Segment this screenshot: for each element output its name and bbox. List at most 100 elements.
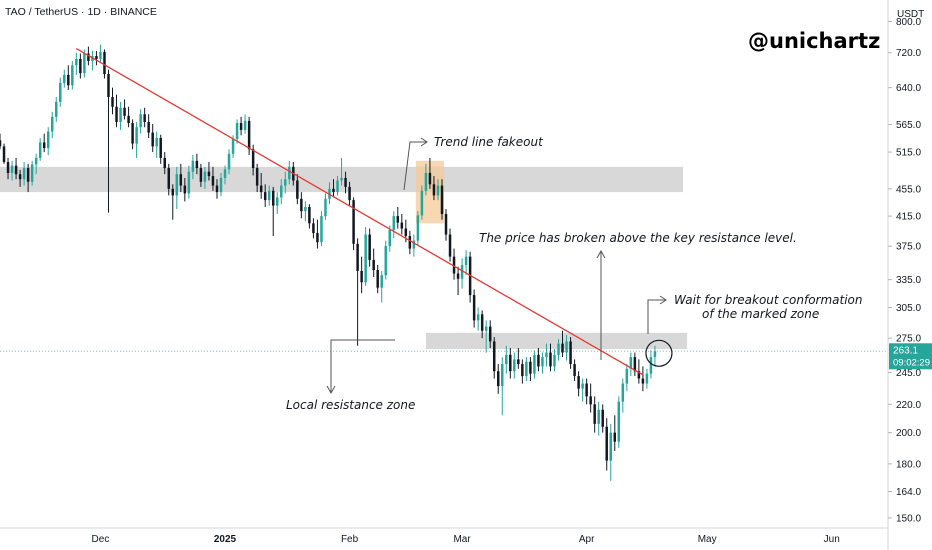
- candle[interactable]: [223, 165, 227, 185]
- candle[interactable]: [464, 250, 468, 276]
- candle[interactable]: [352, 197, 355, 251]
- candle[interactable]: [593, 396, 596, 433]
- candle[interactable]: [557, 339, 560, 361]
- candle[interactable]: [484, 320, 488, 353]
- candle[interactable]: [521, 359, 524, 384]
- candle[interactable]: [159, 134, 162, 164]
- candle[interactable]: [633, 352, 637, 377]
- candle[interactable]: [372, 248, 375, 277]
- candle[interactable]: [384, 240, 387, 280]
- candle[interactable]: [2, 143, 6, 164]
- candle[interactable]: [637, 359, 641, 384]
- candle[interactable]: [553, 349, 556, 372]
- candle[interactable]: [139, 109, 142, 134]
- candle[interactable]: [14, 157, 18, 180]
- symbol-header[interactable]: TAO / TetherUS · 1D · BINANCE: [5, 6, 157, 18]
- candle[interactable]: [71, 61, 74, 90]
- candle[interactable]: [175, 166, 179, 210]
- candle[interactable]: [34, 153, 38, 175]
- candle[interactable]: [103, 49, 106, 79]
- candle[interactable]: [336, 176, 339, 196]
- candle[interactable]: [436, 179, 440, 201]
- candle[interactable]: [412, 234, 416, 257]
- candle[interactable]: [356, 238, 359, 346]
- candle[interactable]: [416, 211, 420, 246]
- candle[interactable]: [360, 256, 363, 294]
- candle[interactable]: [46, 127, 50, 155]
- candle[interactable]: [456, 266, 460, 296]
- candle[interactable]: [243, 114, 247, 134]
- candle[interactable]: [625, 364, 629, 392]
- candle[interactable]: [609, 423, 612, 481]
- candle[interactable]: [392, 211, 396, 239]
- candle[interactable]: [67, 65, 70, 90]
- candle[interactable]: [629, 352, 633, 377]
- candle[interactable]: [617, 396, 621, 448]
- candle[interactable]: [324, 193, 327, 220]
- candle[interactable]: [199, 163, 203, 187]
- price-axis-ticks[interactable]: 800.0 720.0 640.0 565.0 515.0 455.0 415.0 375.0…: [888, 17, 921, 524]
- candle[interactable]: [537, 348, 540, 372]
- candle[interactable]: [42, 133, 46, 153]
- candle[interactable]: [388, 225, 392, 252]
- candle[interactable]: [151, 124, 154, 153]
- candle[interactable]: [127, 106, 130, 128]
- candle[interactable]: [569, 337, 572, 369]
- candle[interactable]: [480, 310, 484, 339]
- candle[interactable]: [368, 228, 371, 267]
- candle[interactable]: [304, 201, 307, 222]
- candle[interactable]: [83, 49, 86, 78]
- candle[interactable]: [167, 163, 171, 196]
- candle[interactable]: [255, 163, 259, 193]
- candle[interactable]: [332, 179, 335, 198]
- candle[interactable]: [645, 368, 649, 389]
- time-axis-ticks[interactable]: Dec 2025 Feb Mar Apr May Jun: [92, 534, 840, 545]
- candle[interactable]: [492, 337, 496, 379]
- candle[interactable]: [396, 206, 400, 229]
- candle[interactable]: [472, 289, 476, 328]
- candle[interactable]: [565, 334, 568, 361]
- candle[interactable]: [496, 364, 500, 394]
- candle[interactable]: [549, 343, 552, 372]
- candle[interactable]: [452, 248, 456, 280]
- candle[interactable]: [123, 99, 126, 120]
- trend-line[interactable]: [76, 48, 644, 376]
- candle[interactable]: [541, 352, 544, 374]
- candle[interactable]: [203, 166, 207, 189]
- candle[interactable]: [364, 227, 367, 286]
- candle[interactable]: [408, 230, 412, 255]
- candle[interactable]: [131, 119, 134, 150]
- candle[interactable]: [10, 160, 14, 181]
- candle[interactable]: [613, 415, 617, 451]
- candle[interactable]: [621, 378, 625, 413]
- candle[interactable]: [263, 184, 267, 207]
- candle[interactable]: [288, 160, 291, 185]
- candle[interactable]: [55, 97, 58, 122]
- candle[interactable]: [211, 166, 215, 191]
- candle[interactable]: [75, 52, 78, 75]
- candle[interactable]: [179, 163, 183, 193]
- candle[interactable]: [271, 186, 275, 237]
- candle[interactable]: [573, 359, 576, 382]
- candle[interactable]: [219, 172, 223, 197]
- candle[interactable]: [30, 160, 34, 186]
- candle[interactable]: [280, 179, 283, 205]
- candle[interactable]: [259, 172, 263, 199]
- candle[interactable]: [22, 162, 26, 186]
- candle[interactable]: [509, 348, 512, 379]
- candle[interactable]: [316, 219, 319, 249]
- candle[interactable]: [320, 211, 323, 247]
- candle[interactable]: [380, 270, 383, 303]
- candle[interactable]: [115, 94, 118, 128]
- candle[interactable]: [308, 204, 311, 229]
- candle[interactable]: [460, 258, 464, 289]
- candle[interactable]: [428, 157, 432, 189]
- plot-area[interactable]: [0, 0, 888, 528]
- candle[interactable]: [147, 114, 150, 139]
- candle[interactable]: [99, 44, 102, 64]
- candle[interactable]: [119, 101, 122, 130]
- candle[interactable]: [525, 357, 528, 382]
- candle[interactable]: [227, 149, 231, 175]
- candle[interactable]: [440, 179, 444, 220]
